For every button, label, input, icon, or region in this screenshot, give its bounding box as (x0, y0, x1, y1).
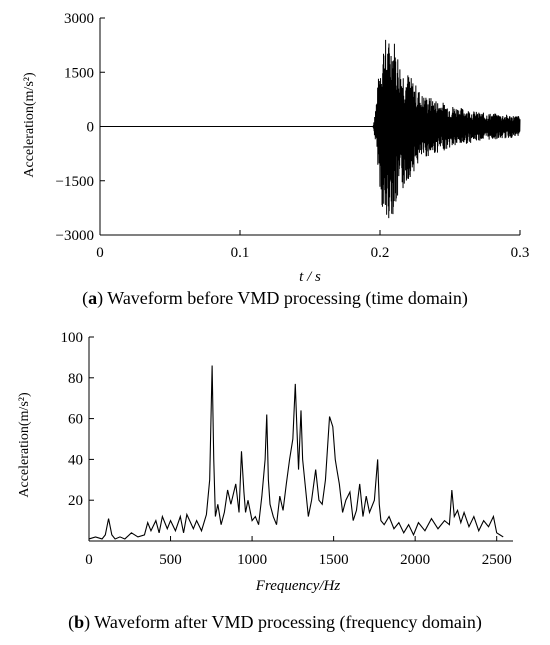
chart-a-y-tick-label: −3000 (56, 228, 94, 244)
chart-b-x-tick-label: 1000 (237, 552, 267, 568)
chart-a: Acceleration(m/s²) t / s −3000 −1500 0 1500… (22, 11, 529, 285)
chart-b-y-tick-label: 40 (68, 452, 83, 468)
caption-a-label: a (88, 288, 98, 308)
chart-a-y-tick-label: 1500 (64, 65, 94, 81)
caption-a: (a) Waveform before VMD processing (time… (82, 288, 468, 308)
chart-b-x-axis-label: Frequency/Hz (255, 578, 341, 594)
chart-a-y-tick-label: −1500 (56, 174, 94, 190)
chart-b-y-tick-label: 20 (68, 493, 83, 509)
chart-a-series-line (100, 39, 521, 219)
chart-a-x-axis-label: t / s (299, 269, 321, 285)
chart-b-series-line (88, 365, 504, 540)
chart-b-x-tick-label: 0 (85, 552, 93, 568)
chart-a-x-tick-label: 0.2 (371, 245, 390, 261)
chart-b-x-tick-label: 1500 (319, 552, 349, 568)
caption-b: (b) Waveform after VMD processing (frequ… (68, 612, 482, 632)
chart-b: Acceleration(m/s²) Frequency/Hz 20 40 60 80… (17, 330, 513, 594)
chart-a-x-tick-label: 0.3 (511, 245, 530, 261)
chart-b-y-tick-label: 100 (61, 330, 84, 346)
chart-b-y-axis-label: Acceleration(m/s²) (17, 392, 32, 498)
chart-a-y-tick-label: 0 (87, 120, 95, 136)
chart-a-y-tick-label: 3000 (64, 11, 94, 27)
chart-b-x-tick-label: 500 (159, 552, 182, 568)
chart-a-x-tick-label: 0 (96, 245, 104, 261)
chart-b-y-tick-label: 60 (68, 412, 83, 428)
chart-b-x-tick-label: 2500 (482, 552, 512, 568)
chart-b-x-tick-label: 2000 (400, 552, 430, 568)
caption-b-text: Waveform after VMD processing (frequency… (94, 612, 482, 632)
chart-b-y-tick-label: 80 (68, 371, 83, 387)
caption-b-label: b (74, 612, 85, 632)
caption-a-text: Waveform before VMD processing (time dom… (107, 288, 468, 308)
chart-a-x-tick-label: 0.1 (231, 245, 250, 261)
chart-a-y-axis-label: Acceleration(m/s²) (22, 72, 37, 178)
